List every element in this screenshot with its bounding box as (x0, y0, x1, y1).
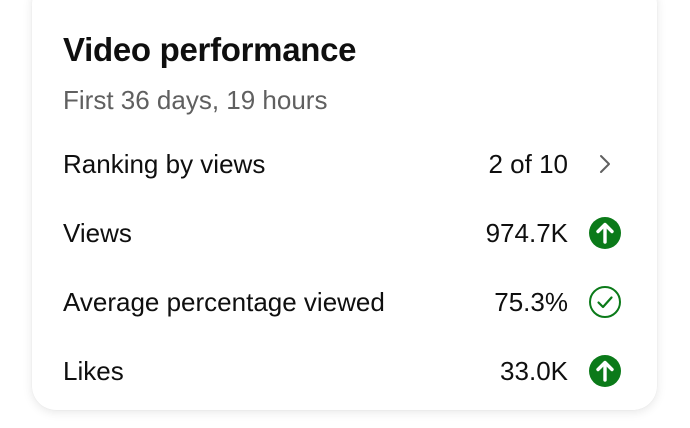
metric-value: 75.3% (494, 287, 568, 317)
up-arrow-circle-icon (588, 216, 622, 250)
metric-value: 974.7K (485, 218, 568, 248)
metric-value: 33.0K (500, 356, 568, 386)
metric-label: Ranking by views (63, 149, 266, 179)
card-subtitle: First 36 days, 19 hours (63, 85, 328, 115)
check-circle-icon (588, 285, 622, 319)
metric-row-likes: Likes 33.0K (32, 341, 657, 401)
metric-row-views: Views 974.7K (32, 203, 657, 263)
chevron-right-icon[interactable] (588, 147, 622, 181)
metric-label: Average percentage viewed (63, 287, 385, 317)
video-performance-card: Video performance First 36 days, 19 hour… (32, 0, 657, 410)
card-title: Video performance (63, 31, 357, 68)
metric-row-ranking[interactable]: Ranking by views 2 of 10 (32, 134, 657, 194)
metric-row-average-percentage: Average percentage viewed 75.3% (32, 272, 657, 332)
metric-value: 2 of 10 (488, 149, 568, 179)
metric-label: Views (63, 218, 132, 248)
up-arrow-circle-icon (588, 354, 622, 388)
metric-label: Likes (63, 356, 124, 386)
